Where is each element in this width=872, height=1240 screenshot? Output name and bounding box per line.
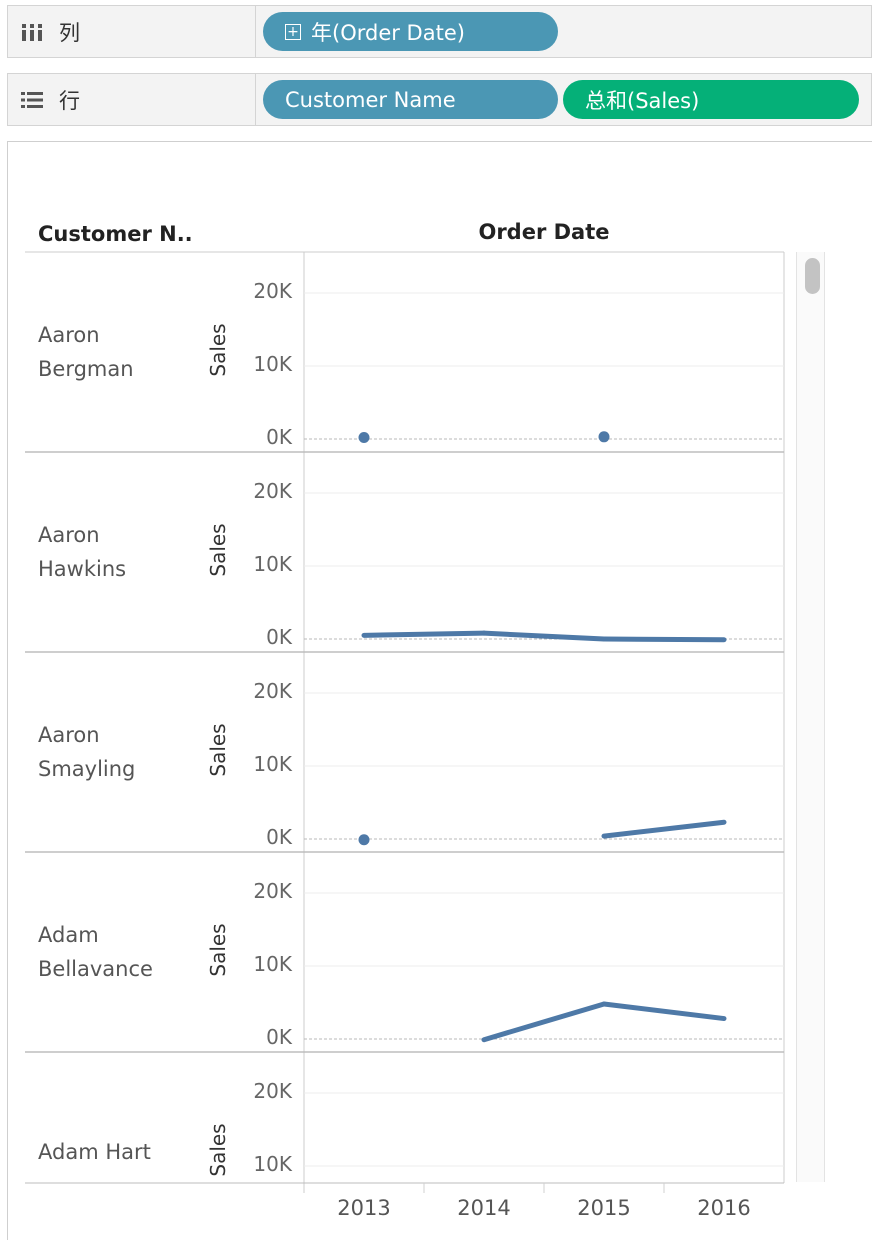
columns-shelf[interactable]: 列 + 年(Order Date) bbox=[7, 5, 872, 58]
series-line-segment bbox=[601, 819, 727, 839]
rows-shelf-label: 行 bbox=[8, 74, 256, 125]
y-tick-label: 10K bbox=[253, 752, 292, 776]
y-tick-label: 0K bbox=[266, 425, 292, 449]
y-tick-label: 20K bbox=[253, 1079, 292, 1103]
y-tick-label: 10K bbox=[253, 1152, 292, 1176]
y-axis-title: Sales bbox=[206, 923, 230, 977]
x-tick-label: 2014 bbox=[457, 1196, 511, 1220]
rows-label-text: 行 bbox=[59, 88, 80, 113]
viz-view bbox=[7, 141, 872, 1240]
y-tick-label: 20K bbox=[253, 479, 292, 503]
customer-name-line: Bergman bbox=[38, 357, 134, 381]
customer-name-header[interactable]: Customer N.. bbox=[38, 222, 193, 246]
y-tick-label: 20K bbox=[253, 879, 292, 903]
columns-icon bbox=[21, 23, 45, 41]
y-tick-label: 0K bbox=[266, 825, 292, 849]
y-tick-label: 0K bbox=[266, 625, 292, 649]
vertical-scrollbar[interactable] bbox=[796, 252, 825, 1182]
x-tick-label: 2013 bbox=[337, 1196, 391, 1220]
customer-name-line: Aaron bbox=[38, 323, 100, 347]
rows-icon bbox=[21, 91, 45, 109]
customer-name-label: Adam Bellavance bbox=[38, 918, 153, 986]
customer-name-line: Hawkins bbox=[38, 557, 127, 581]
order-date-header[interactable]: Order Date bbox=[478, 220, 610, 244]
expand-plus-icon[interactable]: + bbox=[285, 23, 301, 40]
customer-name-pill-label: Customer Name bbox=[285, 87, 456, 112]
customer-name-label: Aaron Bergman bbox=[38, 318, 134, 386]
customer-name-line: Bellavance bbox=[38, 957, 153, 981]
sum-sales-pill-label: 总和(Sales) bbox=[585, 88, 700, 113]
series-line-segment bbox=[481, 1001, 607, 1043]
y-tick-label: 10K bbox=[253, 952, 292, 976]
x-tick-label: 2015 bbox=[577, 1196, 631, 1220]
y-axis-title: Sales bbox=[206, 723, 230, 777]
data-point bbox=[358, 834, 370, 846]
data-point bbox=[598, 431, 610, 443]
y-tick-label: 20K bbox=[253, 679, 292, 703]
y-axis-title: Sales bbox=[206, 323, 230, 377]
y-tick-label: 20K bbox=[253, 279, 292, 303]
data-point bbox=[358, 432, 370, 444]
sum-sales-pill[interactable]: 总和(Sales) bbox=[563, 80, 859, 119]
scrollbar-thumb[interactable] bbox=[805, 258, 820, 294]
series-line-segment bbox=[481, 630, 607, 642]
y-axis-title: Sales bbox=[206, 523, 230, 577]
series-line-segment bbox=[361, 630, 487, 638]
y-tick-label: 0K bbox=[266, 1025, 292, 1049]
order-date-year-pill[interactable]: + 年(Order Date) bbox=[263, 12, 558, 51]
order-date-pill-label: 年(Order Date) bbox=[311, 20, 465, 45]
y-axis-title: Sales bbox=[206, 1123, 230, 1177]
columns-shelf-label: 列 bbox=[8, 6, 256, 57]
customer-name-label: Adam Hart bbox=[38, 1135, 151, 1169]
customer-name-line: Adam bbox=[38, 923, 99, 947]
x-tick-label: 2016 bbox=[697, 1196, 751, 1220]
rows-shelf[interactable]: 行 Customer Name 总和(Sales) bbox=[7, 73, 872, 126]
customer-name-line: Smayling bbox=[38, 757, 136, 781]
series-line-segment bbox=[601, 1001, 727, 1022]
columns-label-text: 列 bbox=[59, 20, 80, 45]
series-line-segment bbox=[601, 636, 727, 643]
customer-name-line: Aaron bbox=[38, 523, 100, 547]
y-tick-label: 10K bbox=[253, 352, 292, 376]
customer-name-label: Aaron Hawkins bbox=[38, 518, 126, 586]
customer-name-line: Adam Hart bbox=[38, 1140, 151, 1164]
y-tick-label: 10K bbox=[253, 552, 292, 576]
customer-name-line: Aaron bbox=[38, 723, 100, 747]
customer-name-pill[interactable]: Customer Name bbox=[263, 80, 558, 119]
customer-name-label: Aaron Smayling bbox=[38, 718, 135, 786]
